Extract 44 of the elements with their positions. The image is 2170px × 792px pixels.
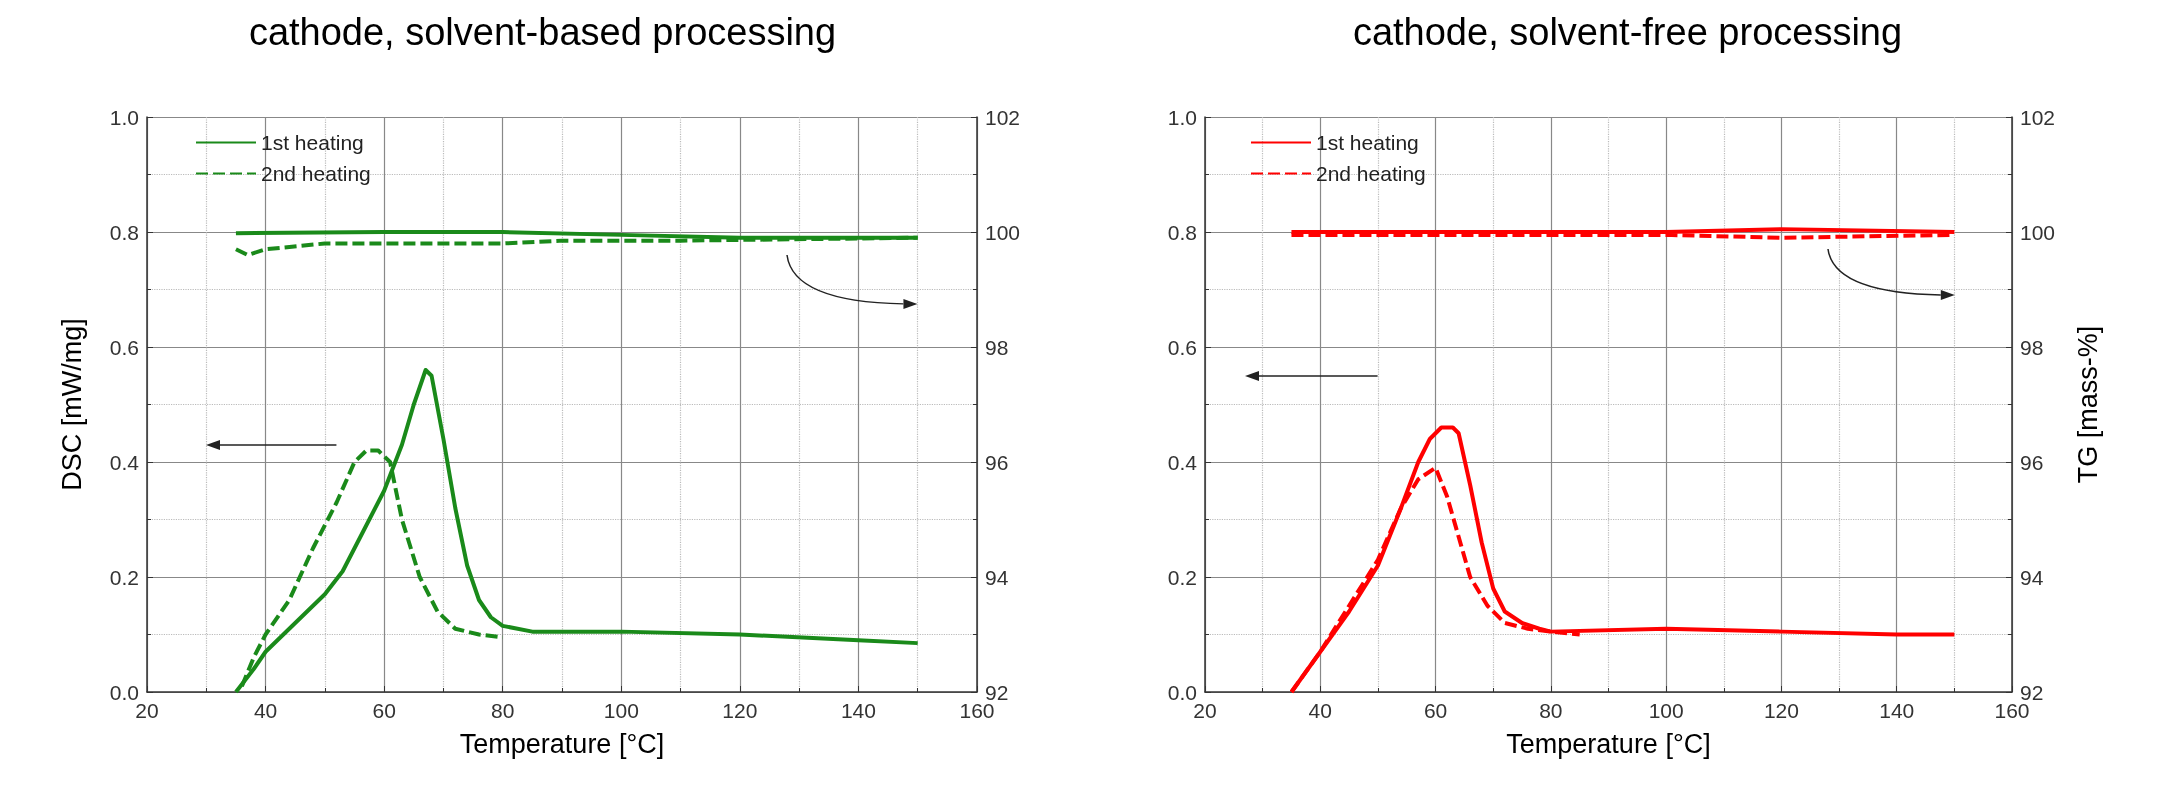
y-tick-label: 1.0 — [109, 105, 139, 129]
x-tick-label: 80 — [491, 699, 515, 722]
y2-tick-label: 100 — [985, 220, 1021, 244]
x-tick-label: 140 — [840, 699, 876, 722]
line-series — [239, 448, 505, 689]
x-tick-label: 80 — [1539, 699, 1563, 722]
y-tick-label: 0.6 — [1167, 335, 1197, 359]
chart-title: cathode, solvent-free processing — [1352, 11, 1903, 53]
legend-label: 1st heating — [1316, 131, 1419, 154]
line-series — [233, 368, 920, 694]
x-tick-label: 120 — [722, 699, 758, 722]
y-tick-label: 0.8 — [1167, 220, 1197, 244]
x-tick-label: 120 — [1763, 699, 1799, 722]
y2-axis-title: TG [mass-%] — [2072, 325, 2103, 484]
x-tick-label: 100 — [1648, 699, 1684, 722]
x-axis-title: Temperature [°C] — [459, 728, 665, 759]
y2-tick-label: 96 — [2020, 450, 2044, 474]
x-tick-label: 40 — [1308, 699, 1332, 722]
x-tick-label: 60 — [372, 699, 396, 722]
x-tick-label: 60 — [1423, 699, 1448, 722]
y-tick-label: 0.4 — [109, 450, 140, 474]
y-axis-title: DSC [mW/mg] — [56, 318, 87, 491]
y-tick-label: 1.0 — [1167, 105, 1197, 129]
y2-tick-label: 94 — [985, 565, 1009, 589]
legend-label: 2nd heating — [1316, 162, 1426, 185]
y-tick-label: 0.6 — [109, 335, 139, 359]
x-tick-label: 40 — [253, 699, 278, 722]
chart-title: cathode, solvent-based processing — [248, 11, 837, 53]
y2-tick-label: 100 — [2020, 220, 2056, 244]
y2-tick-label: 98 — [2020, 335, 2044, 359]
y-tick-label: 0.2 — [109, 565, 139, 589]
y2-tick-label: 96 — [985, 450, 1009, 474]
y-tick-label: 0.8 — [109, 220, 139, 244]
y2-tick-label: 94 — [2020, 565, 2044, 589]
y2-tick-label: 102 — [985, 105, 1021, 129]
y2-tick-label: 98 — [985, 335, 1009, 359]
y2-tick-label: 102 — [2020, 105, 2056, 129]
legend-label: 1st heating — [261, 131, 364, 154]
y-tick-label: 0.2 — [1167, 565, 1197, 589]
y-tick-label: 0.4 — [1167, 450, 1198, 474]
x-tick-label: 140 — [1879, 699, 1915, 722]
legend-label: 2nd heating — [261, 162, 371, 185]
x-axis-title: Temperature [°C] — [1506, 728, 1711, 759]
x-tick-label: 100 — [603, 699, 639, 722]
